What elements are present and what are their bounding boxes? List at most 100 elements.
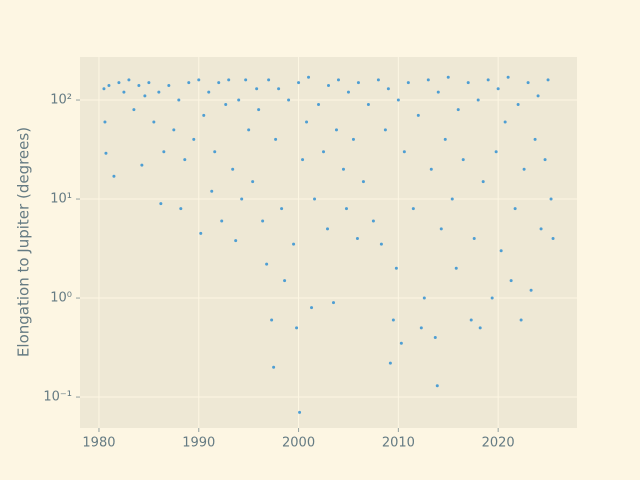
point xyxy=(257,108,261,112)
point xyxy=(240,197,244,201)
point xyxy=(183,158,187,162)
point xyxy=(192,137,196,141)
point xyxy=(326,227,330,231)
point xyxy=(529,288,533,292)
point xyxy=(551,236,555,240)
point xyxy=(122,90,126,94)
point xyxy=(439,227,443,231)
point xyxy=(419,326,423,330)
point xyxy=(494,150,498,154)
y-tick-label: 10² xyxy=(50,93,72,108)
point xyxy=(197,78,201,82)
point xyxy=(261,219,265,223)
point xyxy=(486,78,490,82)
point xyxy=(503,120,507,124)
point xyxy=(476,98,480,102)
point xyxy=(388,361,392,365)
point xyxy=(446,75,450,79)
point xyxy=(411,207,415,211)
point xyxy=(167,84,171,88)
point xyxy=(283,279,287,283)
point xyxy=(506,75,510,79)
point xyxy=(522,167,526,171)
point xyxy=(526,81,530,85)
point xyxy=(356,81,360,85)
point xyxy=(519,318,523,322)
point xyxy=(499,249,503,253)
point xyxy=(277,87,281,91)
point xyxy=(199,231,203,235)
y-axis-label: Elongation to Jupiter (degrees) xyxy=(15,127,33,357)
point xyxy=(469,318,473,322)
point xyxy=(406,81,410,85)
point xyxy=(322,150,326,154)
point xyxy=(224,103,228,107)
point xyxy=(456,108,460,112)
point xyxy=(217,81,221,85)
point xyxy=(472,236,476,240)
point xyxy=(386,87,390,91)
point xyxy=(344,207,348,211)
point xyxy=(490,296,494,300)
plot-area xyxy=(80,57,577,428)
point xyxy=(394,266,398,270)
point xyxy=(371,219,375,223)
point xyxy=(187,81,191,85)
point xyxy=(103,120,107,124)
point xyxy=(159,202,163,206)
x-tick-label: 2010 xyxy=(382,436,415,451)
point xyxy=(341,167,345,171)
point xyxy=(435,384,439,388)
point xyxy=(102,87,106,91)
point xyxy=(104,151,108,155)
point xyxy=(274,137,278,141)
point xyxy=(336,78,340,82)
point xyxy=(265,262,269,266)
point xyxy=(207,90,211,94)
point xyxy=(295,326,299,330)
point xyxy=(533,137,537,141)
point xyxy=(461,158,465,162)
point xyxy=(301,158,305,162)
point xyxy=(213,150,217,154)
point xyxy=(287,98,291,102)
point xyxy=(366,103,370,107)
point xyxy=(112,174,116,178)
point xyxy=(305,120,309,124)
point xyxy=(351,137,355,141)
point xyxy=(429,167,433,171)
point xyxy=(376,78,380,82)
point xyxy=(247,128,251,132)
point xyxy=(436,90,440,94)
x-tick-label: 2020 xyxy=(482,436,515,451)
point xyxy=(270,318,274,322)
point xyxy=(244,78,248,82)
point xyxy=(466,81,470,85)
point xyxy=(450,197,454,201)
point xyxy=(310,306,314,310)
point xyxy=(140,163,144,167)
point xyxy=(396,98,400,102)
point xyxy=(157,90,161,94)
point xyxy=(539,227,543,231)
point xyxy=(107,84,111,88)
point xyxy=(210,189,214,193)
point xyxy=(402,150,406,154)
point xyxy=(162,150,166,154)
x-tick-label: 2000 xyxy=(282,436,315,451)
point xyxy=(227,78,231,82)
point xyxy=(298,410,302,414)
point xyxy=(317,103,321,107)
point xyxy=(546,78,550,82)
point xyxy=(355,236,359,240)
point xyxy=(543,158,547,162)
point xyxy=(391,318,395,322)
point xyxy=(454,266,458,270)
point xyxy=(416,113,420,117)
point xyxy=(516,103,520,107)
point xyxy=(177,98,181,102)
point xyxy=(251,180,255,184)
point xyxy=(272,365,276,369)
point xyxy=(297,81,301,85)
point xyxy=(481,180,485,184)
